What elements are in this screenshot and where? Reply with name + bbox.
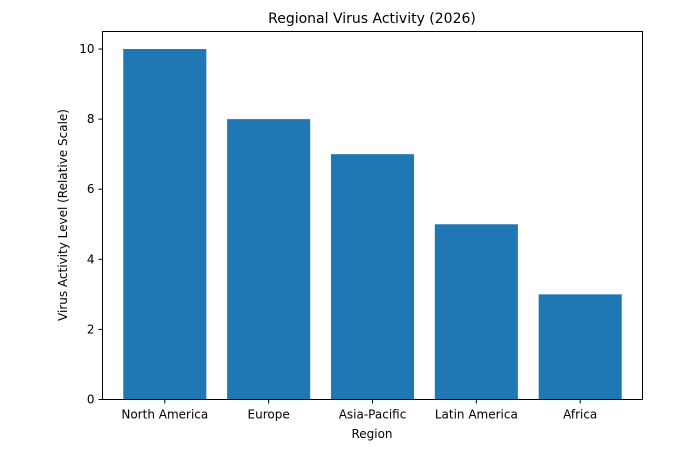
- x-tick-label: Africa: [563, 408, 597, 422]
- y-tick-label: 2: [87, 322, 95, 336]
- bar-europe: [227, 119, 311, 400]
- x-axis-label: Region: [351, 427, 392, 441]
- y-tick-label: 10: [79, 42, 94, 56]
- chart-title: Regional Virus Activity (2026): [268, 11, 476, 27]
- y-tick-label: 0: [87, 393, 95, 407]
- y-tick-label: 4: [87, 252, 95, 266]
- bar-north-america: [123, 49, 207, 400]
- plot-frame: [102, 31, 643, 400]
- x-tick-label: Europe: [248, 408, 290, 422]
- x-tick-label: North America: [121, 408, 208, 422]
- x-axis-ticks: North America Europe Asia-Pacific Latin Ame…: [121, 399, 597, 422]
- y-axis-label: Virus Activity Level (Relative Scale): [56, 109, 70, 321]
- y-tick-label: 6: [87, 182, 95, 196]
- y-tick-label: 8: [87, 112, 95, 126]
- y-axis-ticks: 0 2 4 6 8 10: [79, 42, 103, 407]
- x-tick-label: Latin America: [435, 408, 518, 422]
- bar-asia-pacific: [330, 154, 415, 400]
- bar-latin-america: [434, 224, 518, 400]
- bars: [123, 49, 622, 400]
- bar-africa: [538, 294, 622, 400]
- x-tick-label: Asia-Pacific: [339, 408, 407, 422]
